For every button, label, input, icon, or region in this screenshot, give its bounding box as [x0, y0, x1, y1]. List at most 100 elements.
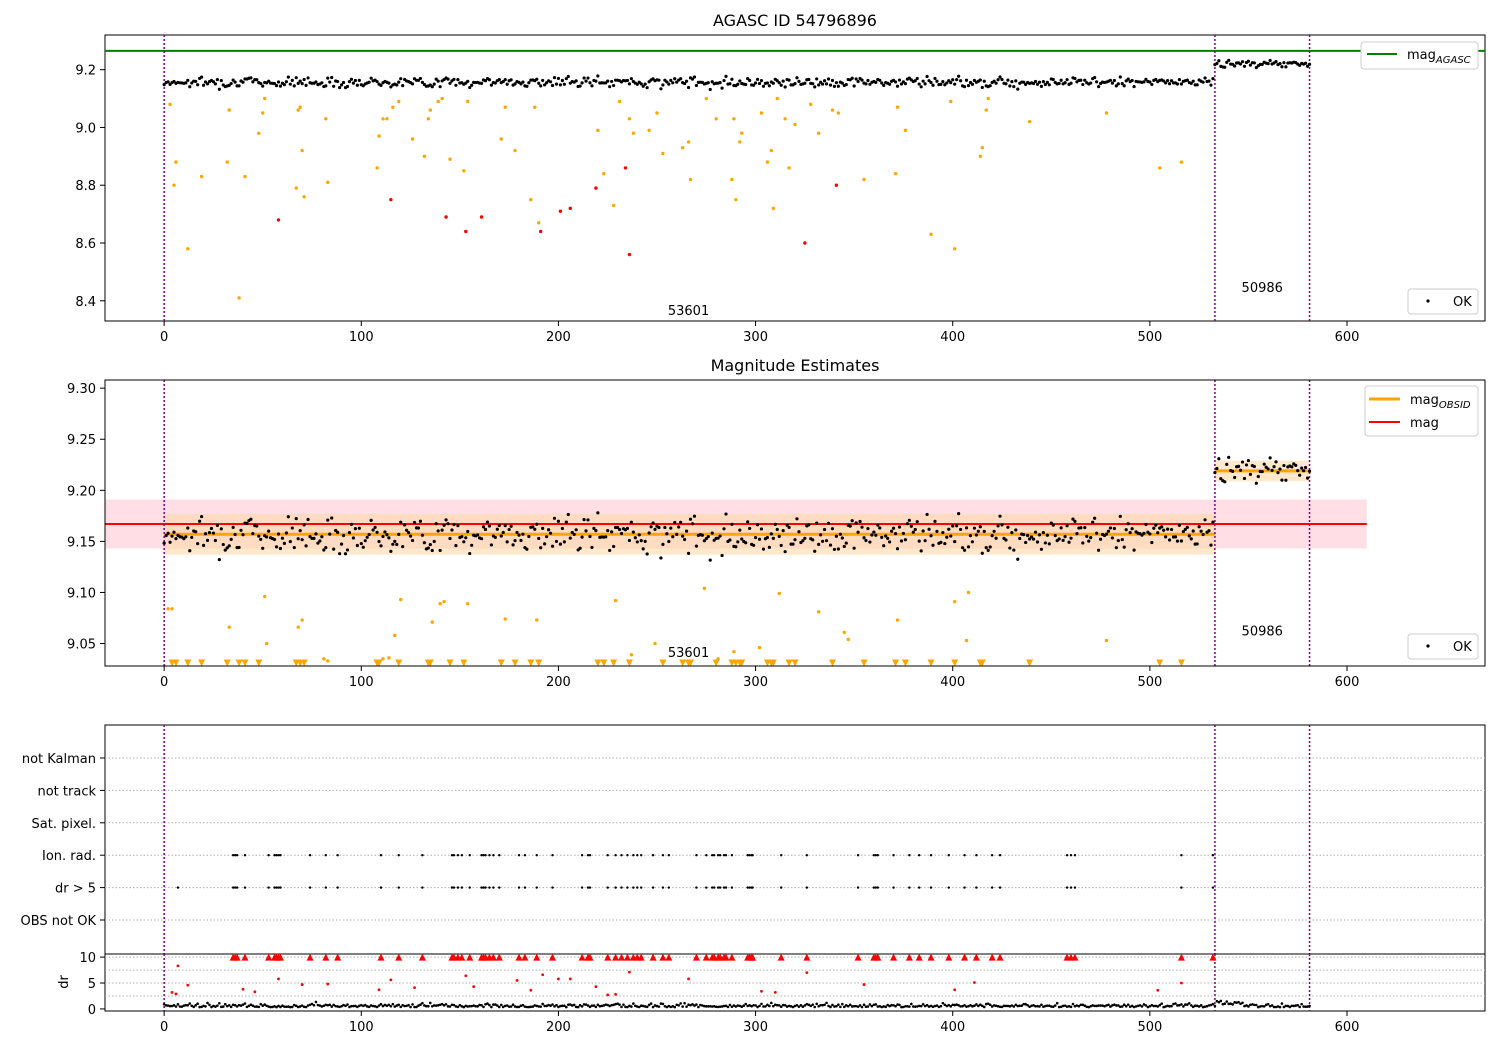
flag-point — [517, 854, 521, 857]
ok-point — [1016, 557, 1020, 561]
ok-point — [170, 534, 174, 538]
dr-ok-point — [221, 1005, 225, 1008]
flag-point — [667, 886, 671, 889]
ok-point — [730, 77, 734, 81]
ok-point — [960, 546, 965, 550]
ok-point — [318, 539, 322, 543]
suspect-point — [978, 154, 983, 159]
dr-ok-point — [1097, 1004, 1100, 1007]
ok-point — [1238, 468, 1243, 472]
dr-ok-point — [407, 1003, 410, 1007]
suspect-point — [611, 203, 616, 208]
dr-ok-point — [1008, 1005, 1012, 1008]
ok-point — [974, 533, 978, 537]
dr-ok-point — [817, 1004, 820, 1008]
ok-point — [339, 542, 344, 546]
dr-ok-point — [1306, 1005, 1309, 1008]
ok-point — [274, 545, 279, 549]
dr-ok-point — [338, 1005, 341, 1009]
ok-point — [1041, 80, 1045, 84]
ok-point — [828, 543, 833, 547]
suspect-point — [903, 128, 908, 133]
dr-ok-point — [915, 1005, 919, 1008]
suspect-point — [397, 99, 401, 104]
ok-point — [395, 542, 399, 547]
ok-point — [274, 84, 279, 88]
dr-ok-point — [184, 1003, 188, 1007]
ok-point — [724, 512, 728, 516]
dr-ok-point — [436, 1004, 440, 1007]
dr-ok-point — [1059, 1005, 1063, 1009]
dr-ok-point — [204, 1005, 207, 1008]
flag-point — [267, 854, 270, 857]
dr-ok-point — [1091, 1004, 1094, 1007]
ok-point — [1278, 467, 1282, 471]
ok-point — [560, 78, 564, 83]
ok-point — [428, 543, 432, 547]
flag-point — [1211, 854, 1215, 857]
dr-ok-point — [202, 1004, 205, 1008]
flag-point — [482, 854, 485, 857]
ok-point — [1175, 539, 1180, 543]
ok-point — [1000, 77, 1004, 82]
dr-ok-point — [752, 1003, 755, 1007]
ok-point — [765, 81, 770, 85]
ok-point — [552, 516, 557, 520]
flag-point — [450, 886, 454, 889]
ok-point — [1061, 538, 1065, 542]
ok-point — [840, 536, 844, 540]
flag-point — [724, 886, 728, 889]
dr-ok-point — [1251, 1003, 1254, 1006]
ok-point — [1029, 535, 1034, 539]
dr-ok-point — [941, 1001, 945, 1005]
suspect-point — [166, 607, 170, 611]
ok-point — [633, 536, 637, 540]
dr-ok-point — [910, 1002, 913, 1006]
dr-clipped-marker — [276, 953, 284, 961]
ok-point — [815, 77, 819, 81]
ok-point — [968, 534, 973, 538]
dr-ok-point — [973, 1004, 976, 1007]
ok-point — [1033, 79, 1038, 84]
flag-category-label: not track — [37, 784, 96, 799]
ok-point — [476, 533, 480, 537]
dr-ok-point — [1298, 1005, 1301, 1009]
ok-point — [588, 81, 592, 85]
ok-point — [418, 519, 423, 523]
flag-point — [1069, 854, 1073, 857]
suspect-point — [186, 247, 190, 251]
ok-point — [221, 542, 225, 547]
ok-point — [659, 556, 663, 560]
ok-point — [265, 535, 269, 539]
dr-ok-point — [440, 1002, 444, 1006]
dr-ok-point — [1286, 1004, 1290, 1008]
ok-point — [1266, 62, 1270, 66]
dr-flagged-point — [277, 977, 280, 981]
ok-point — [736, 540, 740, 544]
ok-point — [1000, 523, 1004, 527]
ok-point — [1128, 530, 1132, 535]
flag-point — [233, 886, 237, 889]
ok-point — [787, 78, 791, 82]
ok-point — [586, 76, 590, 80]
dr-ok-point — [911, 1005, 915, 1008]
dr-ok-point — [620, 1005, 623, 1009]
ok-point — [1106, 529, 1111, 533]
ok-point — [1057, 81, 1061, 86]
ok-point — [1006, 525, 1010, 529]
ok-point — [627, 82, 632, 86]
ok-point — [738, 79, 742, 83]
ok-point — [643, 82, 647, 86]
obsid-label: 53601 — [668, 304, 709, 319]
ok-point — [661, 83, 665, 87]
ok-point — [1209, 543, 1213, 547]
dr-ok-point — [496, 1004, 499, 1007]
flag-point — [718, 886, 722, 889]
ok-point — [272, 537, 277, 542]
ok-point — [306, 517, 310, 522]
ok-point — [539, 546, 543, 550]
dr-ok-point — [1146, 1005, 1150, 1009]
ok-point — [495, 527, 499, 531]
dr-ok-point — [994, 1004, 998, 1008]
ok-point — [935, 79, 939, 83]
